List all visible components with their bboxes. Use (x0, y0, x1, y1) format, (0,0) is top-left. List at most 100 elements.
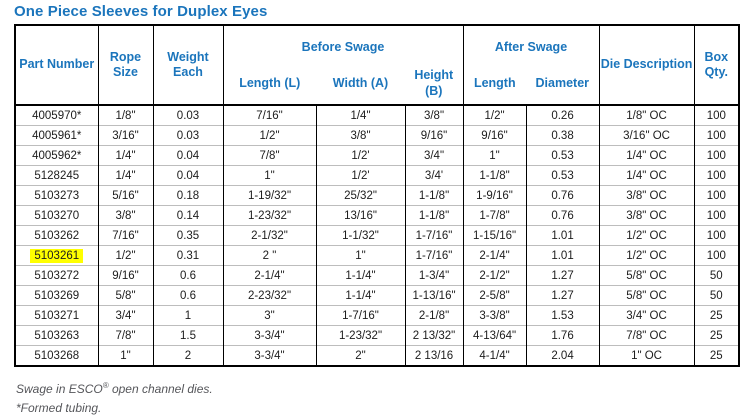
cell-before_length: 3" (223, 305, 317, 326)
cell-qty: 50 (694, 265, 740, 286)
cell-die: 3/8" OC (599, 205, 695, 226)
cell-before_height: 3/8" (405, 104, 464, 126)
cell-before_height: 3/4' (405, 165, 464, 186)
cell-before_length: 1-19/32" (223, 185, 317, 206)
cell-after_length: 1/2" (463, 104, 527, 126)
cell-after_diameter: 0.38 (526, 125, 600, 146)
cell-rope: 1/4" (98, 165, 154, 186)
cell-before_width: 1" (316, 245, 406, 266)
cell-after_diameter: 1.76 (526, 325, 600, 346)
cell-before_length: 2-1/32" (223, 225, 317, 246)
cell-before_width: 1/2' (316, 145, 406, 166)
cell-after_length: 4-13/64" (463, 325, 527, 346)
cell-part: 5103271 (15, 305, 99, 326)
page-title: One Piece Sleeves for Duplex Eyes (14, 3, 268, 20)
cell-die: 1/4" OC (599, 165, 695, 186)
cell-part: 5103268 (15, 345, 99, 367)
cell-rope: 3/4" (98, 305, 154, 326)
header-part-number: Part Number (15, 25, 99, 106)
cell-before_height: 1-7/16" (405, 245, 464, 266)
cell-before_height: 2-1/8" (405, 305, 464, 326)
cell-weight: 0.6 (153, 265, 224, 286)
cell-before_width: 1-7/16" (316, 305, 406, 326)
cell-before_width: 1/2' (316, 165, 406, 186)
cell-after_length: 3-3/8" (463, 305, 527, 326)
cell-die: 5/8" OC (599, 285, 695, 306)
cell-before_height: 1-1/8" (405, 185, 464, 206)
header-before-length: Length (L) (223, 66, 316, 106)
cell-after_diameter: 0.26 (526, 104, 600, 126)
cell-rope: 5/16" (98, 185, 154, 206)
cell-before_length: 7/16" (223, 104, 317, 126)
cell-weight: 0.03 (153, 125, 224, 146)
table-row: 5103262 7/16" 0.35 2-1/32" 1-1/32" 1-7/16" 1-1… (15, 225, 740, 246)
cell-qty: 50 (694, 285, 740, 306)
cell-die: 1/2" OC (599, 225, 695, 246)
cell-part: 4005962* (15, 145, 99, 166)
cell-after_length: 1-9/16" (463, 185, 527, 206)
cell-qty: 100 (694, 225, 740, 246)
header-before-height: Height (B) (405, 66, 464, 106)
cell-part: 5103272 (15, 265, 99, 286)
cell-after_diameter: 1.27 (526, 285, 600, 306)
cell-before_height: 9/16" (405, 125, 464, 146)
cell-die: 3/8" OC (599, 185, 695, 206)
cell-before_length: 2 " (223, 245, 317, 266)
cell-qty: 25 (694, 305, 740, 326)
cell-qty: 100 (694, 165, 740, 186)
footnote-swage-text-2: open channel dies. (108, 382, 213, 397)
cell-after_length: 1" (463, 145, 527, 166)
cell-before_length: 3-3/4" (223, 325, 317, 346)
cell-before_length: 1-23/32" (223, 205, 317, 226)
cell-weight: 0.35 (153, 225, 224, 246)
cell-after_length: 1-7/8" (463, 205, 527, 226)
table-row: 5103271 3/4" 1 3" 1-7/16" 2-1/8" 3-3/8" 1.53 3/4… (15, 305, 740, 326)
cell-die: 3/4" OC (599, 305, 695, 326)
cell-weight: 0.14 (153, 205, 224, 226)
cell-before_height: 2 13/32" (405, 325, 464, 346)
cell-before_length: 1/2" (223, 125, 317, 146)
cell-before_height: 1-1/8" (405, 205, 464, 226)
cell-after_length: 9/16" (463, 125, 527, 146)
cell-before_height: 1-13/16" (405, 285, 464, 306)
table-row: 4005962* 1/4" 0.04 7/8" 1/2' 3/4" 1" 0.53 1/4" O… (15, 145, 740, 166)
header-rope-size: Rope Size (98, 25, 154, 106)
cell-qty: 100 (694, 104, 740, 126)
cell-qty: 100 (694, 125, 740, 146)
cell-after_diameter: 1.01 (526, 225, 600, 246)
cell-before_height: 2 13/16 (405, 345, 464, 367)
cell-before_height: 1-7/16" (405, 225, 464, 246)
table-body: 4005970* 1/8" 0.03 7/16" 1/4" 3/8" 1/2" 0.26 1/8… (15, 104, 740, 367)
footnotes: Swage in ESCO® open channel dies. *Forme… (16, 380, 738, 417)
table-row: 4005961* 3/16" 0.03 1/2" 3/8" 9/16" 9/16" 0.38 3… (15, 125, 740, 146)
footnote-swage-text: Swage in ESCO (16, 382, 103, 397)
cell-part: 5128245 (15, 165, 99, 186)
cell-rope: 3/8" (98, 205, 154, 226)
cell-after_diameter: 2.04 (526, 345, 600, 367)
cell-after_diameter: 0.76 (526, 185, 600, 206)
cell-qty: 100 (694, 145, 740, 166)
cell-before_width: 3/8" (316, 125, 406, 146)
cell-weight: 1.5 (153, 325, 224, 346)
cell-part: 5103269 (15, 285, 99, 306)
table-header: Part Number Rope Size Weight Each Before… (15, 25, 740, 106)
cell-rope: 1/2" (98, 245, 154, 266)
cell-after_diameter: 0.53 (526, 145, 600, 166)
cell-weight: 0.03 (153, 104, 224, 126)
table-row: 5103263 7/8" 1.5 3-3/4" 1-23/32" 2 13/32" 4-13… (15, 325, 740, 346)
cell-before_width: 13/16" (316, 205, 406, 226)
cell-before_length: 7/8" (223, 145, 317, 166)
cell-after_length: 2-1/4" (463, 245, 527, 266)
cell-rope: 7/16" (98, 225, 154, 246)
cell-part: 5103262 (15, 225, 99, 246)
cell-before_width: 2" (316, 345, 406, 367)
cell-after_diameter: 0.53 (526, 165, 600, 186)
header-before-swage-group: Before Swage (223, 25, 464, 66)
cell-before_width: 25/32" (316, 185, 406, 206)
cell-after_diameter: 0.76 (526, 205, 600, 226)
cell-qty: 100 (694, 185, 740, 206)
table-row: 5128245 1/4" 0.04 1" 1/2' 3/4' 1-1/8" 0.53 1/4" … (15, 165, 740, 186)
cell-die: 1/2" OC (599, 245, 695, 266)
header-before-width: Width (A) (316, 66, 405, 106)
